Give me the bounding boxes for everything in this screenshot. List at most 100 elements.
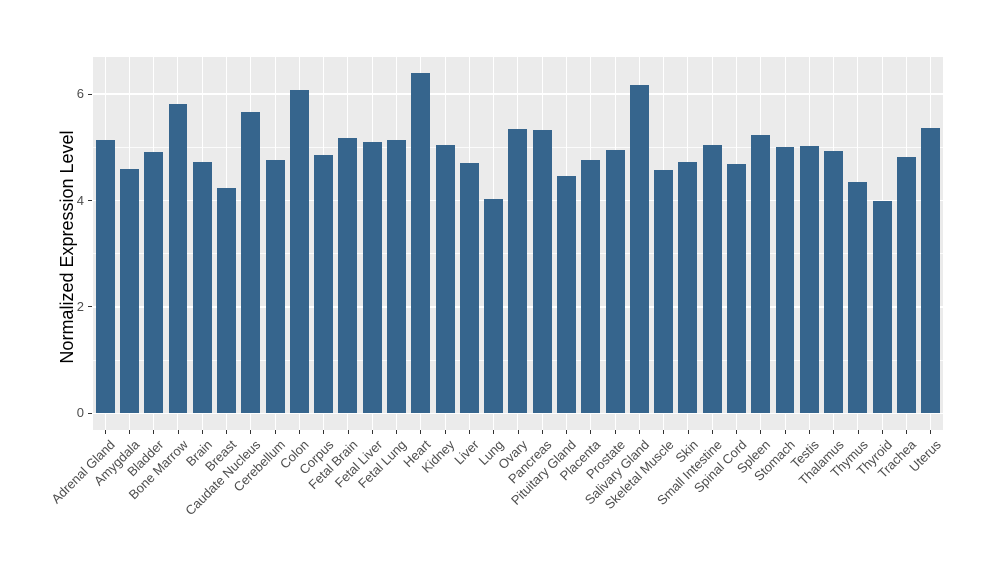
bar-slot [336, 57, 360, 430]
bar-slot [651, 57, 675, 430]
bar [289, 89, 309, 414]
bar [95, 139, 115, 414]
bar [751, 135, 771, 414]
x-tick-mark [201, 430, 203, 434]
x-tick-mark [468, 430, 470, 434]
x-tick-mark [226, 430, 228, 434]
bar-slot [676, 57, 700, 430]
bar-slot [190, 57, 214, 430]
bar [896, 156, 916, 414]
x-tick-mark [736, 430, 738, 434]
bar [654, 169, 674, 414]
bar-slot [773, 57, 797, 430]
bar-slot [700, 57, 724, 430]
y-tick-label: 6 [76, 86, 84, 102]
bar-slot [263, 57, 287, 430]
plot-panel [93, 57, 943, 430]
x-tick-mark [493, 430, 495, 434]
x-tick-mark [274, 430, 276, 434]
x-tick-mark [128, 430, 130, 434]
bar [605, 149, 625, 414]
x-tick-mark [396, 430, 398, 434]
x-tick-mark [298, 430, 300, 434]
bar [872, 200, 892, 414]
x-tick-mark [833, 430, 835, 434]
y-tick-label: 4 [76, 192, 84, 208]
x-tick-mark [104, 430, 106, 434]
x-tick-mark [420, 430, 422, 434]
bar-slot [117, 57, 141, 430]
x-tick-mark [517, 430, 519, 434]
x-tick-mark [614, 430, 616, 434]
y-tick-mark [88, 306, 92, 308]
bar-slot [482, 57, 506, 430]
x-tick-mark [638, 430, 640, 434]
bar [848, 181, 868, 414]
bar-slot [312, 57, 336, 430]
y-axis-title: Normalized Expression Level [57, 130, 77, 364]
x-tick-mark [177, 430, 179, 434]
bar [557, 176, 576, 414]
x-tick-mark [371, 430, 373, 434]
y-tick-label: 2 [76, 298, 84, 314]
bar-slot [749, 57, 773, 430]
x-tick-mark [711, 430, 713, 434]
x-tick-label: Liver [451, 437, 483, 468]
bar [702, 145, 722, 414]
x-tick-mark [566, 430, 568, 434]
bar-slot [627, 57, 651, 430]
bar-slot [554, 57, 578, 430]
x-tick-mark [347, 430, 349, 434]
bar-slot [214, 57, 238, 430]
x-tick-mark [590, 430, 592, 434]
bar-slot [506, 57, 530, 430]
bar-slot [457, 57, 481, 430]
bar-slot [239, 57, 263, 430]
bar [775, 146, 795, 414]
bar [678, 161, 698, 414]
y-tick-mark [88, 199, 92, 202]
bar-slot [142, 57, 166, 430]
bar-slot [409, 57, 433, 430]
bar-slot [724, 57, 748, 430]
x-tick-mark [663, 430, 665, 434]
bar [799, 145, 819, 414]
bar-slot [797, 57, 821, 430]
bar [144, 151, 164, 414]
bar [532, 129, 552, 414]
bar [119, 168, 139, 414]
x-tick-mark [444, 430, 446, 434]
bars-layer [93, 57, 943, 430]
bar [338, 138, 358, 414]
bar [217, 187, 236, 414]
bar-slot [166, 57, 190, 430]
bar [459, 163, 479, 414]
bar [192, 162, 212, 414]
x-tick-mark [687, 430, 689, 434]
bar-slot [93, 57, 117, 430]
x-tick-mark [250, 430, 252, 434]
x-tick-mark [930, 430, 932, 434]
x-tick-mark [323, 430, 325, 434]
x-tick-mark [784, 430, 786, 434]
x-tick-mark [541, 430, 543, 434]
bar-slot [603, 57, 627, 430]
bar [508, 129, 528, 414]
bar [581, 159, 601, 414]
bar-slot [433, 57, 457, 430]
bar-slot [579, 57, 603, 430]
bar [265, 160, 285, 414]
x-tick-mark [857, 430, 859, 434]
x-tick-mark [808, 430, 810, 434]
bar-slot [894, 57, 918, 430]
x-tick-mark [153, 430, 155, 434]
x-tick-mark [881, 430, 883, 434]
bar [241, 112, 261, 414]
bar-slot [360, 57, 384, 430]
bar [362, 142, 382, 414]
bar-slot [870, 57, 894, 430]
bar [726, 163, 746, 414]
bar-slot [919, 57, 943, 430]
y-tick-mark [88, 93, 92, 95]
